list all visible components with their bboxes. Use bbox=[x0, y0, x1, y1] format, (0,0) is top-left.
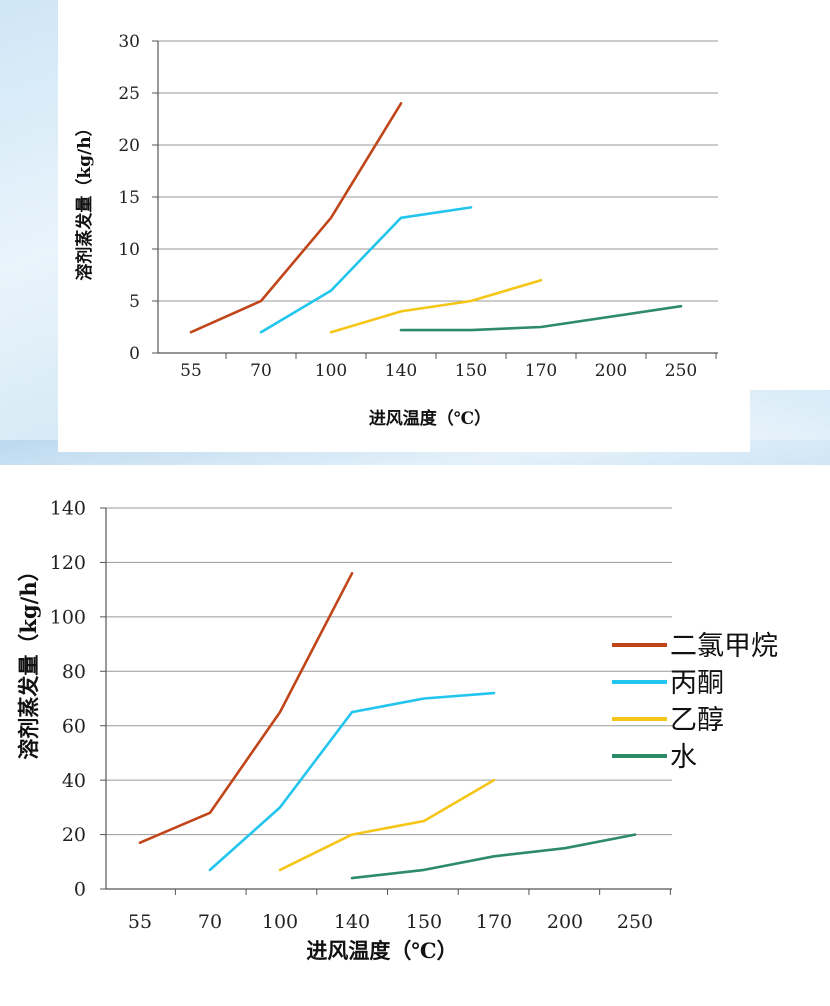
bottom-y-tick-label: 0 bbox=[74, 879, 86, 901]
top-y-tick-label: 5 bbox=[129, 292, 140, 312]
top-x-tick-label: 140 bbox=[385, 361, 417, 381]
bottom-x-tick-label: 250 bbox=[617, 911, 653, 933]
top-y-tick-label: 25 bbox=[118, 84, 140, 104]
bottom-x-tick-label: 200 bbox=[547, 911, 583, 933]
bottom-y-axis-title: 溶剂蒸发量（kg/h） bbox=[16, 560, 41, 759]
bottom-series-line-丙酮 bbox=[208, 691, 496, 872]
bottom-y-tick-label: 120 bbox=[50, 552, 86, 574]
top-x-tick-label: 250 bbox=[665, 361, 697, 381]
bottom-x-tick-label: 70 bbox=[198, 911, 222, 933]
top-x-axis-title: 进风温度（℃） bbox=[369, 408, 491, 429]
top-x-tick-label: 55 bbox=[180, 361, 202, 381]
background-slab-left bbox=[0, 0, 60, 470]
top-y-tick-label: 30 bbox=[118, 32, 140, 52]
top-x-tick-label: 70 bbox=[250, 361, 272, 381]
top-series-line-乙醇 bbox=[329, 278, 543, 334]
bottom-y-tick-label: 40 bbox=[62, 770, 86, 792]
top-y-tick-label: 15 bbox=[118, 188, 140, 208]
bottom-x-tick-label: 170 bbox=[476, 911, 512, 933]
top-x-tick-label: 100 bbox=[315, 361, 347, 381]
top-x-tick-label: 200 bbox=[595, 361, 627, 381]
bottom-x-tick-label: 100 bbox=[262, 911, 298, 933]
bottom-y-tick-label: 100 bbox=[50, 607, 86, 629]
bottom-y-tick-label: 60 bbox=[62, 715, 86, 737]
top-series-line-二氯甲烷 bbox=[189, 102, 403, 334]
bottom-x-tick-label: 140 bbox=[334, 911, 370, 933]
top-y-tick-label: 20 bbox=[118, 136, 140, 156]
top-y-axis-title: 溶剂蒸发量（kg/h） bbox=[74, 119, 95, 280]
top-y-tick-label: 0 bbox=[129, 344, 140, 364]
bottom-y-tick-label: 80 bbox=[62, 661, 86, 683]
top-x-tick-label: 170 bbox=[525, 361, 557, 381]
legend-label-二氯甲烷: 二氯甲烷 bbox=[670, 631, 778, 662]
top-x-tick-label: 150 bbox=[455, 361, 487, 381]
bottom-series-line-乙醇 bbox=[278, 778, 496, 872]
top-series-line-水 bbox=[399, 304, 683, 332]
bottom-x-tick-label: 150 bbox=[406, 911, 442, 933]
bottom-y-tick-label: 140 bbox=[50, 498, 86, 520]
legend-label-丙酮: 丙酮 bbox=[670, 668, 724, 699]
top-y-tick-label: 10 bbox=[118, 240, 140, 260]
legend-label-乙醇: 乙醇 bbox=[670, 705, 724, 736]
top-chart-panel: 0 5 10 15 20 25 30 55 70 100 140 150 170 200 250 进风温度（℃… bbox=[58, 0, 750, 452]
legend-label-水: 水 bbox=[670, 742, 697, 773]
bottom-x-tick-label: 55 bbox=[128, 911, 152, 933]
bottom-y-tick-label: 20 bbox=[62, 824, 86, 846]
bottom-x-axis-title: 进风温度（℃） bbox=[306, 938, 457, 963]
top-line-chart: 0 5 10 15 20 25 30 55 70 100 140 150 170 200 250 进风温度（℃… bbox=[74, 32, 718, 429]
bottom-line-chart: 0 20 40 60 80 100 120 140 55 70 100 140 150 170 200 250… bbox=[16, 498, 778, 963]
bottom-chart-panel: 0 20 40 60 80 100 120 140 55 70 100 140 150 170 200 250… bbox=[0, 465, 830, 1006]
top-series-line-丙酮 bbox=[259, 206, 473, 334]
bottom-series-line-二氯甲烷 bbox=[138, 572, 354, 845]
bottom-series-line-水 bbox=[350, 833, 637, 880]
